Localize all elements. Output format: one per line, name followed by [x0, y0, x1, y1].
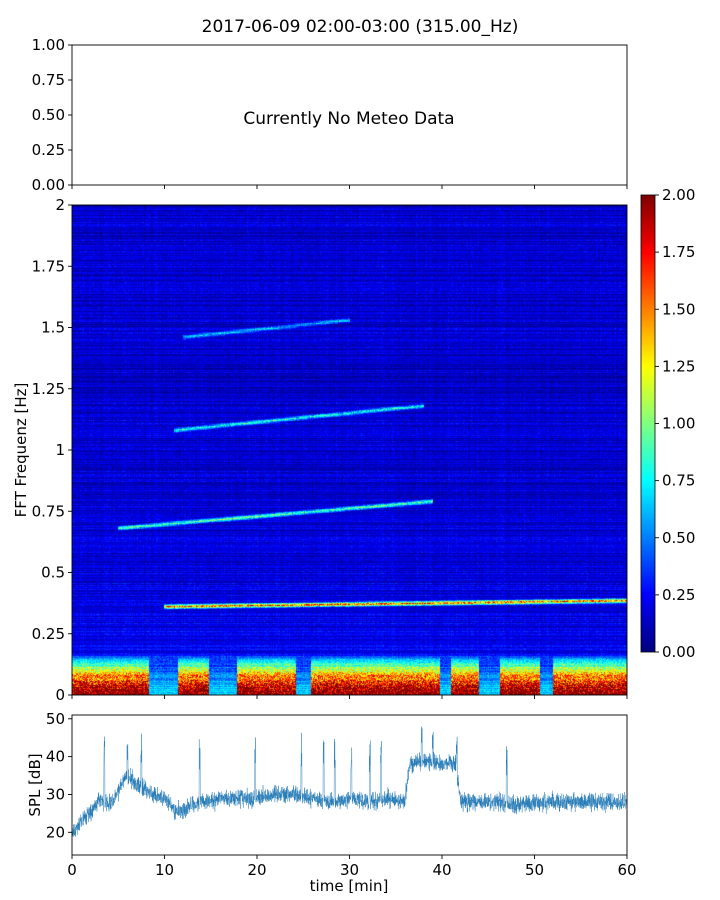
fft-y-tick-label: 1.75 — [32, 257, 65, 275]
fft-panel: 0 0.25 0.5 0.75 1 1.25 1.5 1.75 2 FFT Frequenz [… — [12, 196, 628, 704]
fft-y-tick-label: 0.75 — [32, 502, 65, 520]
meteo-axes-frame — [71, 44, 628, 186]
colorbar-tick-label: 2.00 — [662, 186, 695, 204]
spl-x-tick-label: 50 — [525, 861, 544, 879]
meteo-x-ticks — [71, 185, 628, 189]
meteo-y-tick-label: 1.00 — [32, 36, 65, 54]
spl-x-tick-label: 60 — [617, 861, 636, 879]
meteo-y-tick-label: 0.00 — [32, 176, 65, 194]
spl-y-axis-label: SPL [dB] — [26, 753, 44, 816]
colorbar-tick-label: 1.75 — [662, 243, 695, 261]
colorbar-tick-label: 0.25 — [662, 586, 695, 604]
spl-x-tick-label: 10 — [155, 861, 174, 879]
fft-y-axis-label: FFT Frequenz [Hz] — [12, 383, 30, 518]
spl-y-ticks: 20 30 40 50 — [46, 710, 72, 841]
colorbar-tick-label: 0.75 — [662, 472, 695, 490]
colorbar-tick-label: 0.50 — [662, 529, 695, 547]
spl-x-tick-label: 20 — [247, 861, 266, 879]
spl-x-tick-label: 0 — [67, 861, 77, 879]
fft-y-tick-label: 0.5 — [41, 564, 65, 582]
fft-y-tick-label: 1 — [55, 441, 65, 459]
meteo-y-tick-label: 0.75 — [32, 71, 65, 89]
spl-y-tick-label: 20 — [46, 823, 65, 841]
fft-y-tick-label: 1.25 — [32, 380, 65, 398]
colorbar-gradient — [641, 195, 655, 652]
colorbar-tick-label: 1.00 — [662, 415, 695, 433]
fft-y-tick-label: 0 — [55, 686, 65, 704]
fft-x-ticks — [71, 695, 628, 699]
spl-x-axis-label: time [min] — [310, 877, 389, 895]
spl-axes-frame — [71, 714, 628, 856]
figure-title: 2017-06-09 02:00-03:00 (315.00_Hz) — [202, 17, 519, 37]
spl-y-tick-label: 40 — [46, 748, 65, 766]
fft-y-tick-label: 2 — [55, 196, 65, 214]
spl-series-line — [72, 726, 627, 837]
spl-x-tick-label: 30 — [340, 861, 359, 879]
no-meteo-data-text: Currently No Meteo Data — [243, 109, 454, 129]
meteo-y-tick-label: 0.50 — [32, 106, 65, 124]
spl-x-tick-label: 40 — [432, 861, 451, 879]
meteo-y-ticks: 0.00 0.25 0.50 0.75 1.00 — [32, 36, 72, 194]
colorbar-tick-label: 1.25 — [662, 357, 695, 375]
spectrogram-heatmap — [72, 205, 627, 695]
fft-y-tick-label: 0.25 — [32, 625, 65, 643]
colorbar-tick-label: 0.00 — [662, 643, 695, 661]
colorbar-ticks: 0.00 0.25 0.50 0.75 1.00 1.25 1.50 1.75 2.00 — [655, 186, 695, 661]
spl-y-tick-label: 50 — [46, 710, 65, 728]
spl-x-ticks: 0 10 20 30 40 50 60 — [67, 855, 637, 879]
fft-y-ticks: 0 0.25 0.5 0.75 1 1.25 1.5 1.75 2 — [32, 196, 72, 704]
colorbar-tick-label: 1.50 — [662, 300, 695, 318]
spl-panel: 20 30 40 50 0 10 20 30 40 50 60 time [min] SPL [d… — [26, 710, 637, 895]
meteo-panel: 0.00 0.25 0.50 0.75 1.00 Currently No Meteo … — [32, 36, 628, 194]
colorbar: 0.00 0.25 0.50 0.75 1.00 1.25 1.50 1.75 2.00 — [640, 186, 695, 661]
fft-y-tick-label: 1.5 — [41, 319, 65, 337]
spl-y-tick-label: 30 — [46, 785, 65, 803]
meteo-y-tick-label: 0.25 — [32, 141, 65, 159]
